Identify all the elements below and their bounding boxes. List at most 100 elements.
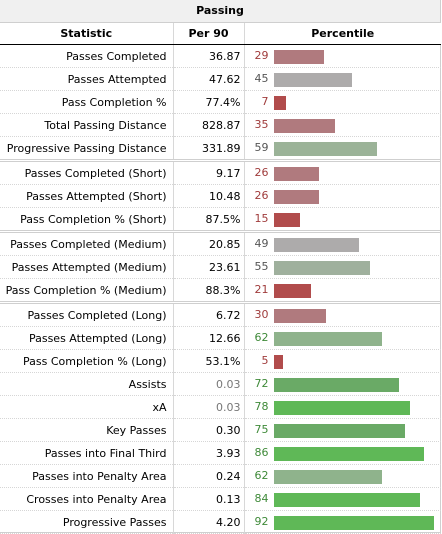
passing-table: Statistic Per 90 Percentile Passes Compl…: [0, 23, 441, 534]
table-row: Crosses into Penalty Area 0.13 84: [0, 487, 441, 511]
percentile-value: 26: [254, 166, 269, 179]
percentile-cell: 45: [243, 67, 441, 91]
per90-cell: 12.66: [173, 326, 244, 350]
percentile-bar: [273, 142, 377, 156]
per90-cell: 36.87: [173, 44, 244, 68]
header-statistic[interactable]: Statistic: [0, 23, 173, 45]
percentile-cell: 5: [243, 349, 441, 373]
statistic-cell: Passes Completed (Medium): [0, 230, 174, 256]
statistic-cell: Total Passing Distance: [0, 113, 174, 137]
per90-cell: 77.4%: [173, 90, 244, 114]
percentile-value: 45: [254, 72, 269, 85]
percentile-cell: 75: [243, 418, 441, 442]
percentile-value: 72: [254, 377, 269, 390]
table-row: Passes Completed 36.87 29: [0, 44, 441, 68]
table-row: Key Passes 0.30 75: [0, 418, 441, 442]
percentile-bar: [273, 190, 319, 204]
table-row: Total Passing Distance 828.87 35: [0, 113, 441, 137]
percentile-cell: 59: [243, 136, 441, 161]
percentile-value: 62: [254, 331, 269, 344]
per90-cell: 828.87: [173, 113, 244, 137]
per90-cell: 47.62: [173, 67, 244, 91]
percentile-value: 21: [254, 283, 269, 296]
table-row: xA 0.03 78: [0, 395, 441, 419]
percentile-bar: [273, 238, 359, 252]
statistic-cell: Passes Completed: [0, 44, 174, 68]
statistic-cell: Pass Completion % (Medium): [0, 278, 174, 303]
percentile-bar: [273, 355, 283, 369]
statistic-cell: Passes Attempted (Short): [0, 184, 174, 208]
percentile-value: 59: [254, 141, 269, 154]
percentile-bar: [273, 96, 286, 110]
percentile-bar: [273, 401, 410, 415]
table-row: Assists 0.03 72: [0, 372, 441, 396]
percentile-bar: [273, 213, 300, 227]
percentile-bar: [273, 378, 399, 392]
per90-cell: 87.5%: [173, 207, 244, 232]
percentile-bar: [273, 73, 352, 87]
table-row: Passes Attempted (Short) 10.48 26: [0, 184, 441, 208]
percentile-bar: [273, 309, 326, 323]
percentile-cell: 21: [243, 278, 441, 303]
per90-cell: 0.30: [173, 418, 244, 442]
percentile-value: 26: [254, 189, 269, 202]
percentile-cell: 7: [243, 90, 441, 114]
statistic-cell: Passes into Final Third: [0, 441, 174, 465]
per90-cell: 331.89: [173, 136, 244, 161]
percentile-bar: [273, 424, 405, 438]
per90-cell: 23.61: [173, 255, 244, 279]
per90-cell: 9.17: [173, 159, 244, 185]
percentile-value: 84: [254, 492, 269, 505]
table-title: Passing: [0, 0, 440, 23]
percentile-cell: 26: [243, 159, 441, 185]
per90-cell: 0.03: [173, 395, 244, 419]
header-per90[interactable]: Per 90: [172, 23, 244, 45]
per90-cell: 4.20: [173, 510, 244, 534]
table-row: Passes into Final Third 3.93 86: [0, 441, 441, 465]
per90-cell: 3.93: [173, 441, 244, 465]
percentile-bar: [273, 332, 382, 346]
statistic-cell: Progressive Passes: [0, 510, 174, 534]
statistic-cell: Passes Attempted (Long): [0, 326, 174, 350]
percentile-value: 55: [254, 260, 269, 273]
table-row: Passes Attempted (Medium) 23.61 55: [0, 255, 441, 279]
statistic-cell: Key Passes: [0, 418, 174, 442]
percentile-value: 29: [254, 49, 269, 62]
percentile-cell: 26: [243, 184, 441, 208]
percentile-bar: [273, 167, 319, 181]
table-row: Passes Attempted 47.62 45: [0, 67, 441, 91]
percentile-cell: 15: [243, 207, 441, 232]
percentile-cell: 35: [243, 113, 441, 137]
header-percentile[interactable]: Percentile: [243, 23, 441, 45]
per90-cell: 0.03: [173, 372, 244, 396]
statistic-cell: Passes into Penalty Area: [0, 464, 174, 488]
percentile-value: 49: [254, 237, 269, 250]
table-row: Pass Completion % (Medium) 88.3% 21: [0, 278, 441, 303]
percentile-cell: 49: [243, 230, 441, 256]
percentile-value: 15: [254, 212, 269, 225]
percentile-bar: [273, 284, 311, 298]
percentile-value: 86: [254, 446, 269, 459]
percentile-value: 5: [261, 354, 269, 367]
percentile-cell: 55: [243, 255, 441, 279]
table-body: Passes Completed 36.87 29 Passes Attempted 4…: [0, 44, 441, 534]
percentile-cell: 92: [243, 510, 441, 534]
percentile-value: 92: [254, 515, 269, 528]
table-row: Passes Attempted (Long) 12.66 62: [0, 326, 441, 350]
header-row: Statistic Per 90 Percentile: [0, 23, 441, 45]
percentile-value: 62: [254, 469, 269, 482]
percentile-value: 75: [254, 423, 269, 436]
table-row: Passes into Penalty Area 0.24 62: [0, 464, 441, 488]
percentile-cell: 62: [243, 326, 441, 350]
per90-cell: 6.72: [173, 301, 244, 327]
statistic-cell: Passes Completed (Long): [0, 301, 174, 327]
table-row: Passes Completed (Long) 6.72 30: [0, 301, 441, 327]
table-row: Passes Completed (Medium) 20.85 49: [0, 230, 441, 256]
per90-cell: 88.3%: [173, 278, 244, 303]
percentile-value: 30: [254, 308, 269, 321]
statistic-cell: Passes Attempted (Medium): [0, 255, 174, 279]
per90-cell: 53.1%: [173, 349, 244, 373]
table-row: Pass Completion % (Long) 53.1% 5: [0, 349, 441, 373]
percentile-bar: [273, 447, 424, 461]
per90-cell: 0.13: [173, 487, 244, 511]
